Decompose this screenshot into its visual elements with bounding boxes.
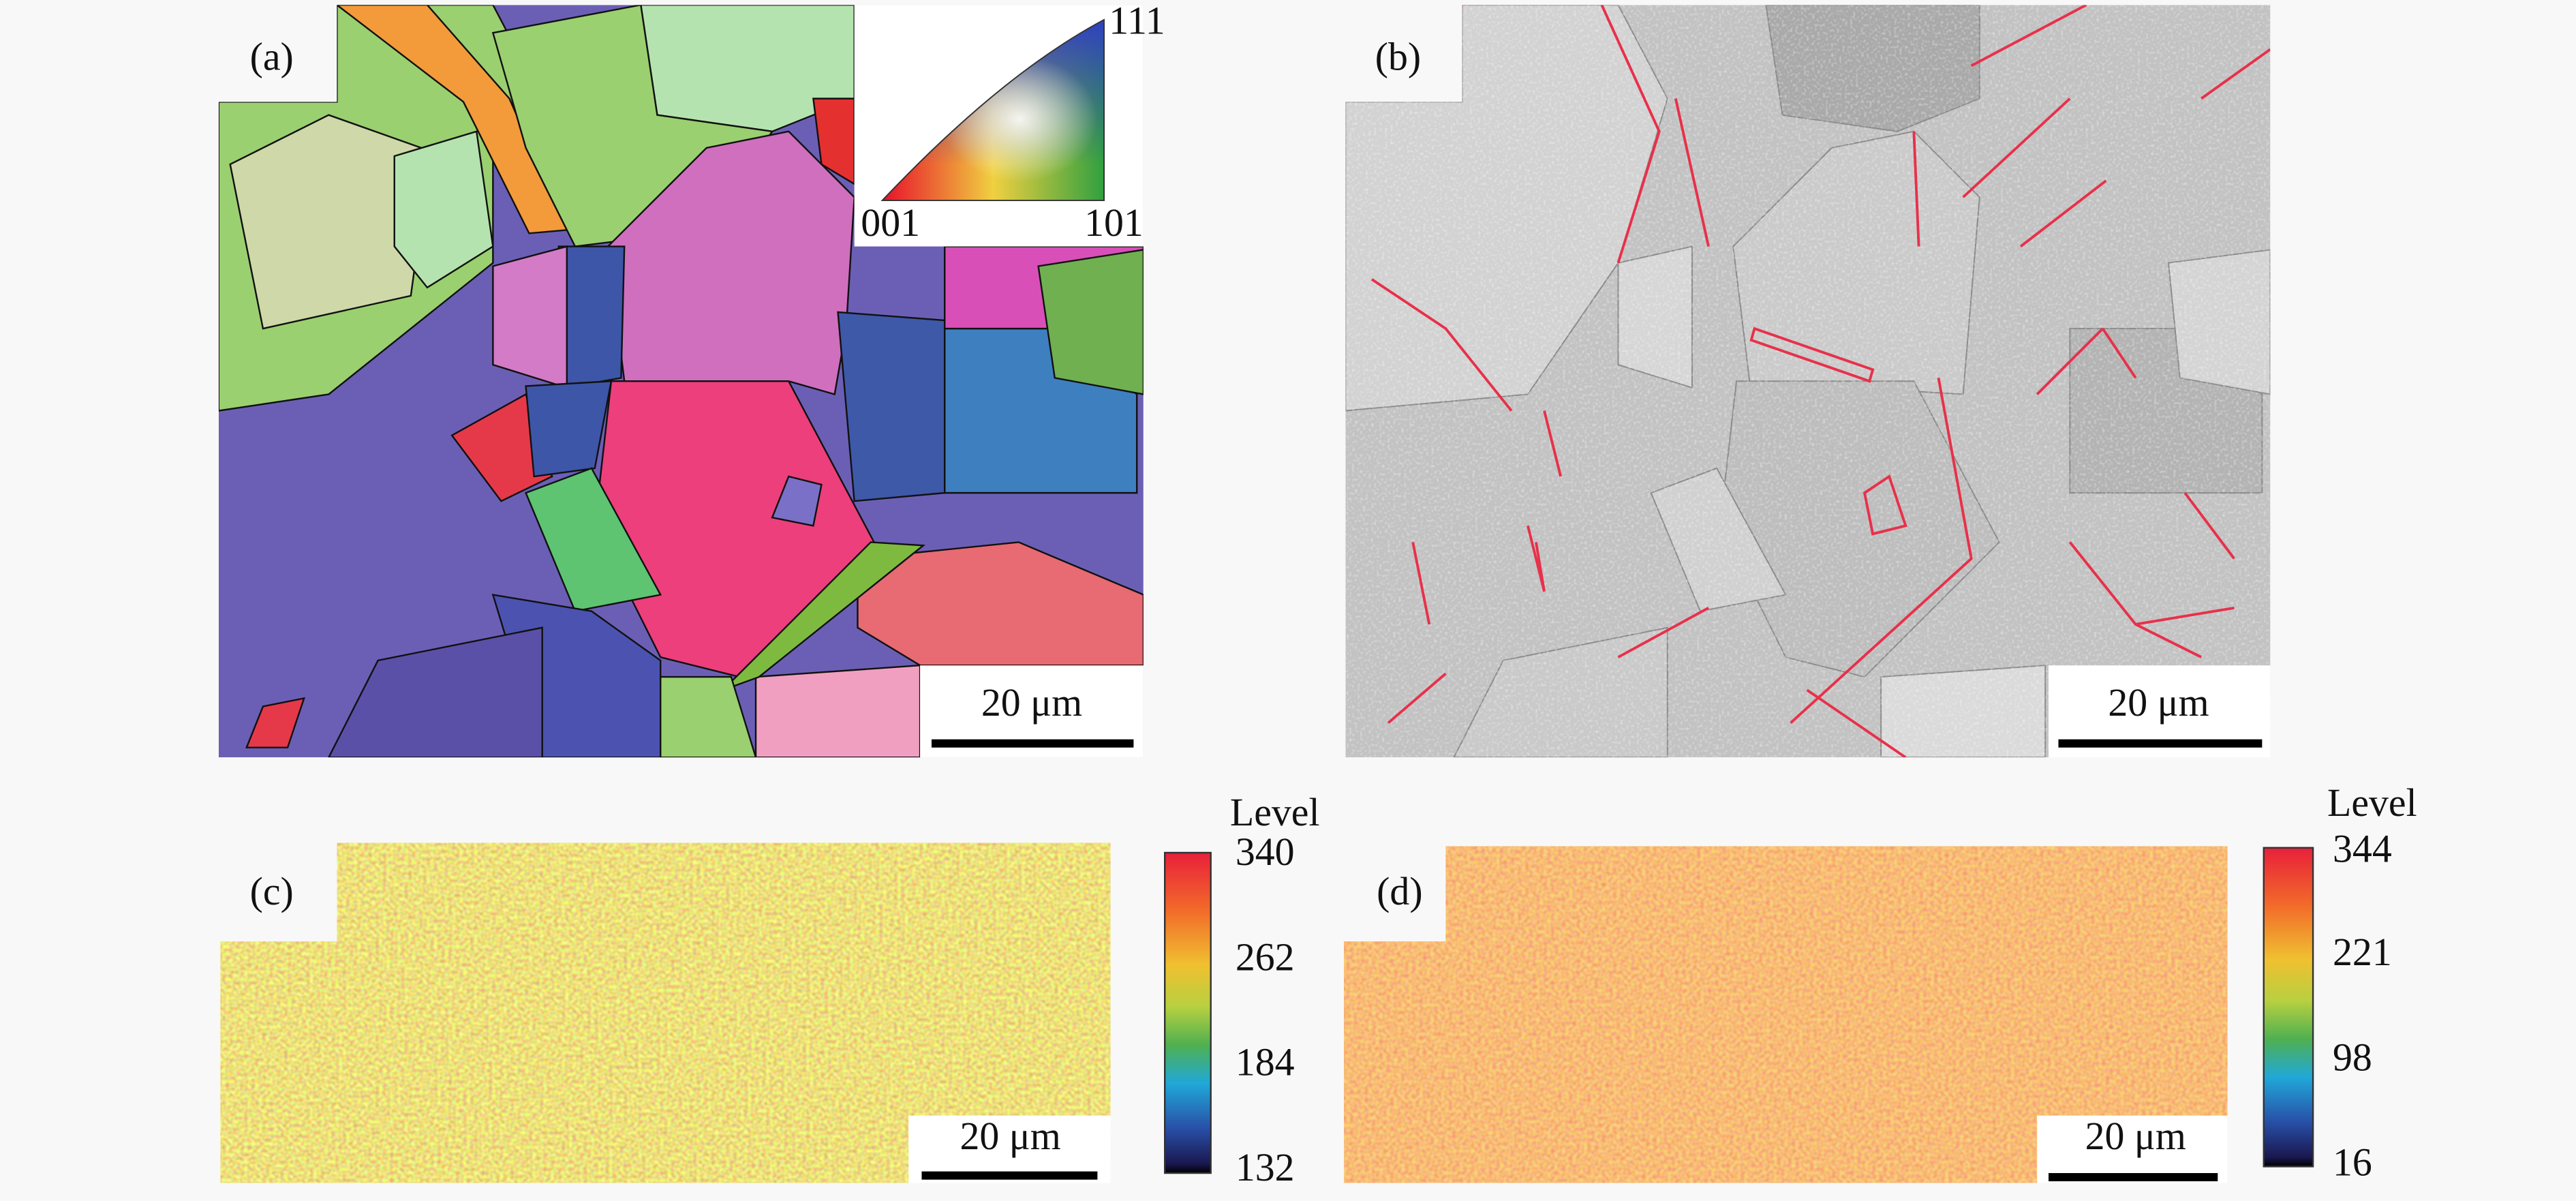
twin-boundary [2101,328,2137,379]
twin-boundary [2019,179,2107,248]
colorbar-tick-label: 184 [1236,1040,1295,1084]
scale-bar: 20 μm [2037,1114,2228,1183]
scale-bar: 20 μm [920,665,1144,758]
colorbar-tick-label: 132 [1236,1145,1295,1189]
twin-boundary [1790,378,1973,725]
twin-boundary [2135,606,2235,626]
colorbar-tick-label: 262 [1236,934,1295,979]
grain [722,541,926,691]
grain [245,697,305,748]
ipf-triangle-outline [880,18,1105,202]
grain [660,675,757,758]
ipf-label: 111 [1109,0,1165,42]
grain [492,245,568,389]
colorbar-tick-label: 16 [2333,1140,2372,1185]
panel-label: (c) [250,869,294,913]
grain [557,245,626,389]
ipf-label: 101 [1084,200,1144,245]
scale-text: 20 μm [2108,680,2209,725]
scale-box [2037,1115,2228,1183]
twin-boundary [1806,688,1907,758]
twin-boundary [1749,326,1875,383]
scale-text: 20 μm [960,1114,1061,1158]
twin-boundary [1862,474,1907,536]
colorbar: Level 340 262 184 132 [1164,790,1320,1189]
colorbar: Level 344 221 98 16 [2263,780,2417,1185]
colorbar-ramp [2263,847,2314,1168]
colorbar-tick-label: 98 [2333,1035,2372,1079]
twin-boundary [2036,327,2104,395]
panel-label: (b) [1375,34,1421,78]
noise-texture [1345,5,2271,758]
ipf-label: 001 [861,200,920,245]
twin-boundary [2183,491,2235,560]
grain [837,311,946,502]
colorbar-title: Level [1230,790,1320,834]
scale-text: 20 μm [2085,1114,2186,1158]
colorbar-ramp [1164,851,1212,1174]
twin-boundary [1600,5,1661,264]
grain [327,626,543,758]
colorbar-tick-label: 340 [1236,830,1295,874]
twin-boundary [1370,278,1513,412]
grain-boundary-map [1345,5,2271,758]
grain [771,475,823,527]
grain [450,393,553,502]
twin-boundary [1962,97,2071,198]
scale-line [931,739,1134,748]
twin-boundary [1970,5,2087,67]
grain [525,380,613,478]
panel-label: (a) [250,34,294,78]
scale-line [921,1171,1098,1180]
twin-boundary [1411,542,1431,625]
grain [754,664,921,758]
scale-line [2058,739,2263,748]
scale-bar: 20 μm [908,1114,1111,1183]
colorbar-title: Level [2327,780,2417,825]
ipf-key: 111 001 101 [854,0,1165,247]
scale-text: 20 μm [981,680,1082,725]
twin-boundary [1387,672,1447,725]
grain [857,541,1144,667]
grain [524,467,662,613]
panel-label: (d) [1377,869,1422,913]
twin-boundary [1912,131,1920,247]
twin-boundary [1543,410,1562,477]
scale-bar: 20 μm [2049,665,2271,758]
scale-line [2049,1173,2218,1182]
colorbar-tick-label: 221 [2333,930,2392,974]
grain [1037,248,1144,395]
twin-boundary [2201,48,2271,100]
grain [393,130,494,289]
twin-boundary [1617,607,1709,658]
twin-boundary [1674,98,1710,247]
twin-boundary [1527,525,1546,592]
colorbar-tick-label: 344 [2333,826,2392,870]
